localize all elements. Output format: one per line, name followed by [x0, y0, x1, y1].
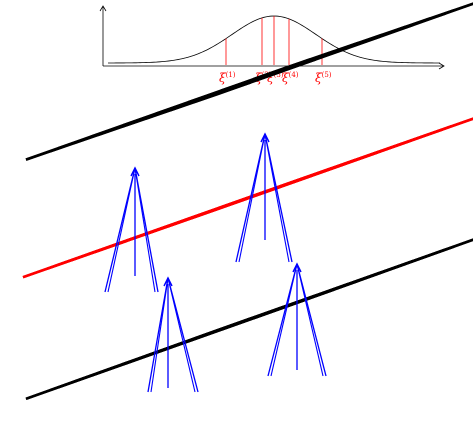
grid-bottom-line-v-8 — [285, 238, 473, 309]
arrow-lower-left — [147, 276, 199, 393]
arrow-upper-right-left-leg-2 — [238, 133, 266, 263]
arrow-lower-left-arrowhead — [163, 276, 173, 287]
arrow-lower-left-right-leg-2 — [167, 277, 196, 393]
arrow-upper-left-right-leg-2 — [134, 167, 156, 293]
y-axis-arrowhead — [99, 5, 107, 12]
x-axis-arrowhead — [438, 62, 445, 70]
arrow-lower-right-left-leg-2 — [270, 263, 298, 377]
sample-label-4: ξ(4) — [282, 71, 299, 85]
arrow-upper-left-arrowhead — [130, 166, 140, 177]
middle-grid — [22, 117, 473, 279]
sample-label-3: ξ(3) — [267, 71, 284, 85]
top-grid — [25, 2, 473, 161]
arrow-upper-right — [235, 132, 293, 263]
projection-arrows — [104, 132, 327, 393]
grid-middle-line-v-8 — [282, 117, 473, 187]
sample-markers — [225, 16, 323, 65]
sample-label-1: ξ(1) — [219, 71, 236, 85]
arrow-lower-left-left-leg-2 — [150, 277, 169, 393]
sample-label-5: ξ(5) — [315, 71, 332, 85]
arrow-lower-right — [267, 262, 327, 377]
bottom-grid — [25, 238, 473, 401]
arrow-lower-right-right-leg-2 — [296, 263, 324, 377]
grid-top-line-v-8 — [285, 2, 473, 69]
arrow-upper-left-left-leg-2 — [107, 167, 136, 293]
arrow-lower-right-arrowhead — [292, 262, 302, 273]
arrow-upper-left — [104, 166, 159, 293]
arrow-upper-right-right-leg-2 — [264, 133, 290, 263]
arrow-upper-right-arrowhead — [260, 132, 270, 143]
